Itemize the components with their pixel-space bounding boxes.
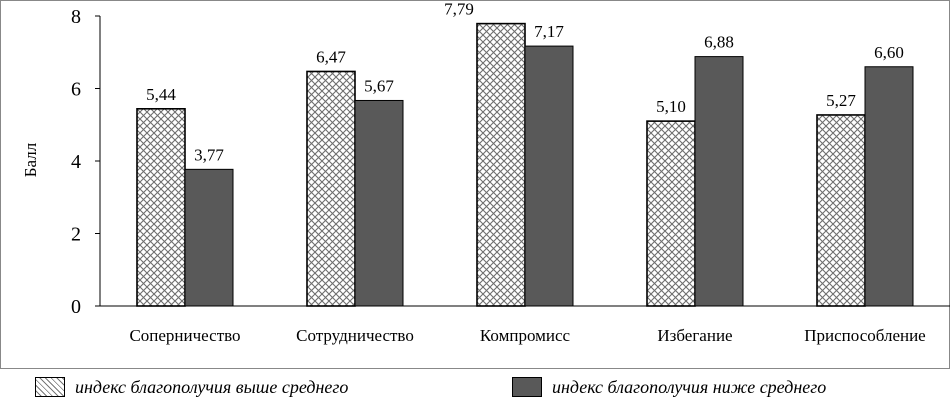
- y-ticks: 0 2 4 6 8: [71, 6, 100, 318]
- bar: [354, 99, 404, 307]
- category-label: Компромисс: [480, 326, 571, 345]
- bar-value-labels: 5,44 3,77 6,47 5,67 7,79 7,17 5,10 6,88 5,27 6,60: [146, 0, 904, 164]
- bar-value-label: 7,17: [534, 22, 564, 41]
- y-tick-label: 0: [71, 296, 81, 318]
- bar-value-label: 6,60: [874, 43, 904, 62]
- y-tick-label: 4: [71, 151, 81, 173]
- bar: [476, 22, 526, 307]
- bar: [694, 56, 744, 307]
- legend-swatch-hatched: [35, 377, 65, 397]
- y-axis-title: Балл: [21, 142, 40, 177]
- legend-label-below-average: индекс благополучия ниже среднего: [552, 376, 827, 397]
- bar-value-label: 6,47: [316, 47, 346, 66]
- bar-value-label: 6,88: [704, 33, 734, 52]
- bar-value-label: 3,77: [194, 145, 224, 164]
- bar: [864, 66, 914, 307]
- bar: [816, 114, 866, 307]
- bar: [136, 108, 186, 307]
- bar-value-label: 5,10: [656, 97, 686, 116]
- legend-swatch-solid: [512, 377, 542, 397]
- category-labels: Соперничество Сотрудничество Компромисс Изб…: [129, 326, 925, 345]
- bar-value-label: 5,67: [364, 76, 394, 95]
- category-label: Приспособление: [804, 326, 925, 345]
- legend-item-below-average: индекс благополучия ниже среднего: [512, 374, 826, 400]
- bar-value-label: 5,27: [826, 91, 856, 110]
- bar: [184, 168, 234, 307]
- chart-frame: [0, 0, 950, 369]
- y-tick-label: 8: [71, 6, 81, 28]
- bar-value-label: 7,79: [444, 0, 474, 19]
- category-label: Избегание: [657, 326, 732, 345]
- y-tick-label: 6: [71, 79, 81, 101]
- bar: [646, 120, 696, 307]
- category-label: Сотрудничество: [296, 326, 414, 345]
- category-label: Соперничество: [129, 326, 240, 345]
- bar: [306, 70, 356, 307]
- bar-value-label: 5,44: [146, 85, 176, 104]
- bar: [524, 45, 574, 307]
- legend-item-above-average: индекс благополучия выше среднего: [35, 374, 348, 400]
- bars: [136, 22, 914, 307]
- y-tick-label: 2: [71, 224, 81, 246]
- legend-label-above-average: индекс благополучия выше среднего: [75, 376, 349, 397]
- bar-chart: Балл 0 2 4 6 8 5,44 3,77 6,47 5,67 7,79 7,17 5,10 6…: [21, 0, 950, 345]
